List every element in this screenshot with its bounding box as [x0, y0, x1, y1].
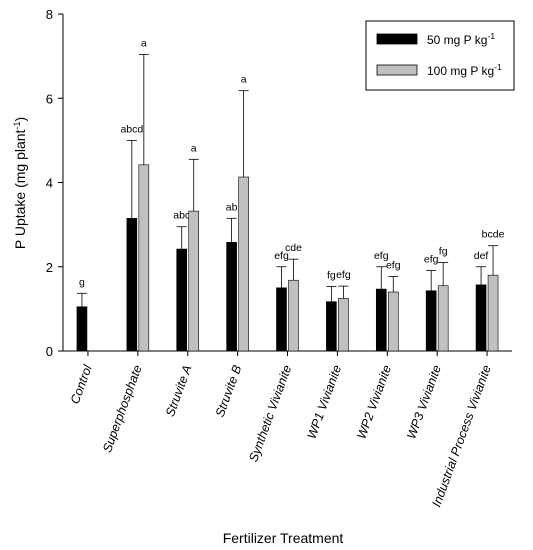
bar-series-2: [288, 279, 299, 352]
significance-label: abc: [173, 210, 190, 222]
bar-series-2: [138, 164, 150, 352]
y-tick-label: 0: [46, 344, 53, 359]
x-axis-title: Fertilizer Treatment: [223, 530, 344, 546]
legend: 50 mg P kg-1 100 mg P kg-1: [365, 20, 515, 91]
bar-series-2: [188, 210, 200, 352]
significance-label: a: [191, 142, 197, 154]
x-tick-label: WP3 Vivianite: [404, 363, 444, 441]
bar-series-1: [425, 290, 437, 352]
bar-series-2: [338, 298, 349, 352]
significance-label: a: [241, 74, 247, 86]
legend-label-series-1: 50 mg P kg-1: [427, 31, 495, 47]
y-tick-label: 4: [46, 176, 53, 191]
x-tick-label: WP2 Vivianite: [354, 363, 394, 441]
significance-label: efg: [274, 250, 289, 262]
x-tick-label: WP1 Vivianite: [305, 363, 345, 441]
bar-series-2: [387, 291, 399, 352]
x-tick-label: Industrial Process Vivianite: [429, 363, 493, 509]
x-tick-label: Control: [68, 362, 95, 406]
x-tick-label: Struvite A: [163, 363, 195, 418]
significance-label: efg: [374, 250, 389, 262]
bar-series-2: [487, 274, 499, 352]
significance-label: efg: [386, 259, 401, 271]
bar-series-1: [126, 218, 138, 352]
significance-label: efg: [336, 269, 351, 281]
x-tick-label: Superphosphate: [100, 363, 145, 454]
legend-box: [365, 20, 515, 91]
x-tick-label: Synthetic Vivianite: [246, 363, 294, 464]
legend-swatch-series-1: [376, 33, 418, 45]
y-tick-label: 8: [46, 7, 53, 22]
bar-series-1: [326, 301, 337, 352]
bar-series-2: [238, 176, 249, 352]
significance-label: cde: [285, 242, 302, 254]
bar-series-1: [76, 306, 88, 352]
bar-series-1: [276, 287, 287, 352]
y-axis-title: P Uptake (mg plant-1): [12, 117, 28, 249]
bar-series-1: [176, 248, 188, 352]
significance-label: g: [79, 276, 85, 288]
significance-label: def: [474, 250, 489, 262]
legend-swatch-series-2: [376, 64, 418, 76]
significance-label: fg: [439, 246, 448, 258]
y-tick-label: 2: [46, 260, 53, 275]
legend-label-series-2: 100 mg P kg-1: [427, 62, 502, 78]
bar-series-1: [226, 242, 237, 352]
significance-label: fg: [327, 270, 336, 282]
significance-label: bcde: [482, 229, 505, 241]
significance-label: efg: [424, 254, 439, 266]
x-tick-label: Struvite B: [213, 363, 245, 419]
bar-series-2: [437, 285, 449, 352]
bar-series-1: [475, 284, 487, 352]
significance-label: abcd: [120, 123, 143, 135]
y-tick-label: 6: [46, 91, 53, 106]
bar-series-1: [375, 288, 387, 352]
significance-label: ab: [226, 201, 238, 213]
significance-label: a: [141, 37, 147, 49]
